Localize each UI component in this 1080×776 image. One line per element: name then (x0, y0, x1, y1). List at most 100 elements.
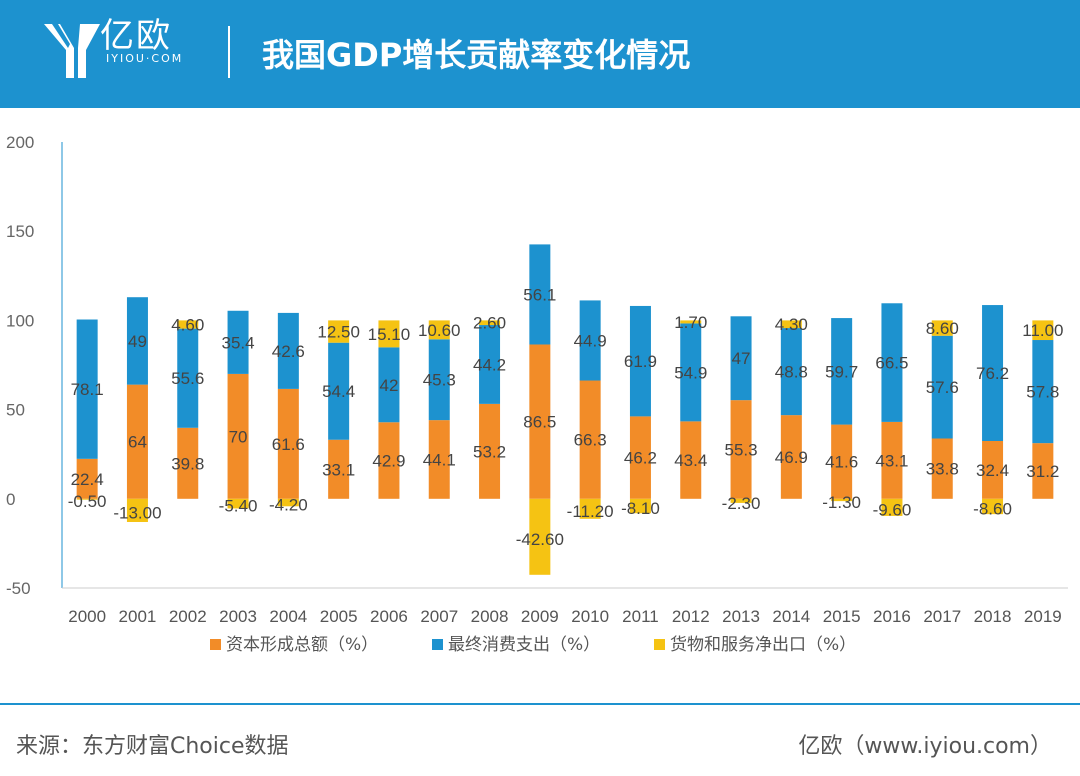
data-label-net-export: -13.00 (113, 503, 161, 522)
bar-capital (277, 388, 299, 499)
bar-net-export (1032, 320, 1054, 341)
x-tick-label: 2016 (873, 607, 911, 626)
data-label-capital: 42.9 (372, 452, 405, 471)
legend-label: 货物和服务净出口（%） (670, 635, 856, 655)
x-tick-label: 2004 (269, 607, 307, 626)
bar-net-export (328, 320, 350, 343)
y-tick-label: 50 (6, 401, 25, 420)
data-label-capital: 53.2 (473, 442, 506, 461)
bar-capital (428, 420, 450, 499)
y-tick-label: -50 (6, 579, 31, 598)
data-label-net-export: 1.70 (674, 313, 707, 332)
data-label-consumption: 44.2 (473, 355, 506, 374)
legend-swatch (210, 639, 221, 650)
bar-consumption (730, 316, 752, 401)
data-label-capital: 43.4 (674, 451, 707, 470)
data-label-net-export: -4.20 (269, 496, 308, 515)
legend-label: 资本形成总额（%） (226, 635, 378, 655)
logo-text: 亿欧 (100, 16, 172, 56)
bar-consumption (277, 312, 299, 389)
x-tick-label: 2000 (68, 607, 106, 626)
x-tick-label: 2014 (772, 607, 810, 626)
x-tick-label: 2017 (923, 607, 961, 626)
bar-net-export (629, 498, 651, 514)
bar-consumption (780, 328, 802, 416)
bar-capital (529, 344, 551, 499)
bar-net-export (529, 498, 551, 575)
data-label-consumption: 61.9 (624, 352, 657, 371)
legend-swatch (432, 639, 443, 650)
x-tick-label: 2001 (119, 607, 157, 626)
y-tick-label: 0 (6, 490, 15, 509)
x-tick-label: 2013 (722, 607, 760, 626)
data-label-consumption: 35.4 (222, 333, 255, 352)
x-tick-label: 2019 (1024, 607, 1062, 626)
data-label-capital: 22.4 (71, 470, 104, 489)
x-tick-label: 2007 (420, 607, 458, 626)
bar-capital (378, 422, 400, 499)
bar-capital (982, 440, 1004, 499)
bar-consumption (328, 342, 350, 440)
bar-capital (730, 400, 752, 499)
bar-net-export (881, 498, 903, 516)
header-divider (228, 26, 230, 78)
bar-net-export (227, 498, 249, 509)
bar-consumption (529, 244, 551, 345)
footer-divider (0, 703, 1080, 705)
bar-capital (931, 438, 953, 499)
bar-capital (579, 380, 601, 499)
y-tick-label: 200 (6, 133, 34, 152)
bar-capital (831, 424, 853, 499)
header-banner: 亿欧 IYIOU·COM 我国GDP增长贡献率变化情况 (0, 0, 1080, 108)
bar-capital (126, 384, 148, 499)
bar-consumption (579, 300, 601, 381)
x-tick-label: 2003 (219, 607, 257, 626)
data-label-consumption: 66.5 (875, 354, 908, 373)
bar-capital (479, 403, 501, 499)
y-tick-label: 150 (6, 222, 34, 241)
data-label-net-export: 12.50 (317, 323, 360, 342)
data-label-net-export: 4.60 (171, 316, 204, 335)
bar-consumption (1032, 340, 1054, 444)
data-label-net-export: -9.60 (873, 500, 912, 519)
logo-icon (44, 24, 100, 78)
x-tick-label: 2012 (672, 607, 710, 626)
data-label-consumption: 54.9 (674, 363, 707, 382)
x-tick-label: 2011 (622, 607, 659, 626)
data-label-capital: 32.4 (976, 461, 1009, 480)
logo-subtext: IYIOU·COM (106, 52, 184, 65)
data-label-net-export: 8.60 (926, 319, 959, 338)
data-label-consumption: 49 (128, 332, 147, 351)
bar-capital (780, 415, 802, 499)
data-label-net-export: 4.30 (775, 315, 808, 334)
bar-net-export (479, 320, 501, 326)
bar-capital (76, 458, 98, 499)
bar-consumption (177, 328, 199, 428)
bar-consumption (881, 303, 903, 422)
bar-consumption (479, 325, 501, 404)
data-label-capital: 86.5 (523, 413, 556, 432)
bar-net-export (982, 498, 1004, 515)
x-tick-label: 2002 (169, 607, 207, 626)
data-label-consumption: 44.9 (574, 331, 607, 350)
bar-consumption (378, 347, 400, 423)
data-label-capital: 33.1 (322, 460, 355, 479)
bar-net-export (177, 320, 199, 329)
bar-net-export (680, 320, 702, 324)
data-label-consumption: 57.8 (1026, 383, 1059, 402)
x-tick-label: 2010 (571, 607, 609, 626)
data-label-consumption: 42.6 (272, 342, 305, 361)
data-label-consumption: 47 (732, 349, 751, 368)
data-label-net-export: -42.60 (516, 530, 564, 549)
data-label-net-export: -8.60 (973, 499, 1012, 518)
bar-net-export (428, 320, 450, 340)
data-label-consumption: 59.7 (825, 362, 858, 381)
bar-net-export (126, 498, 148, 522)
x-tick-label: 2006 (370, 607, 408, 626)
data-label-capital: 55.3 (725, 440, 758, 459)
data-label-capital: 43.1 (875, 451, 908, 470)
data-label-capital: 46.2 (624, 449, 657, 468)
data-label-net-export: -5.40 (219, 497, 258, 516)
bar-net-export (277, 498, 299, 507)
y-tick-label: 100 (6, 311, 34, 330)
